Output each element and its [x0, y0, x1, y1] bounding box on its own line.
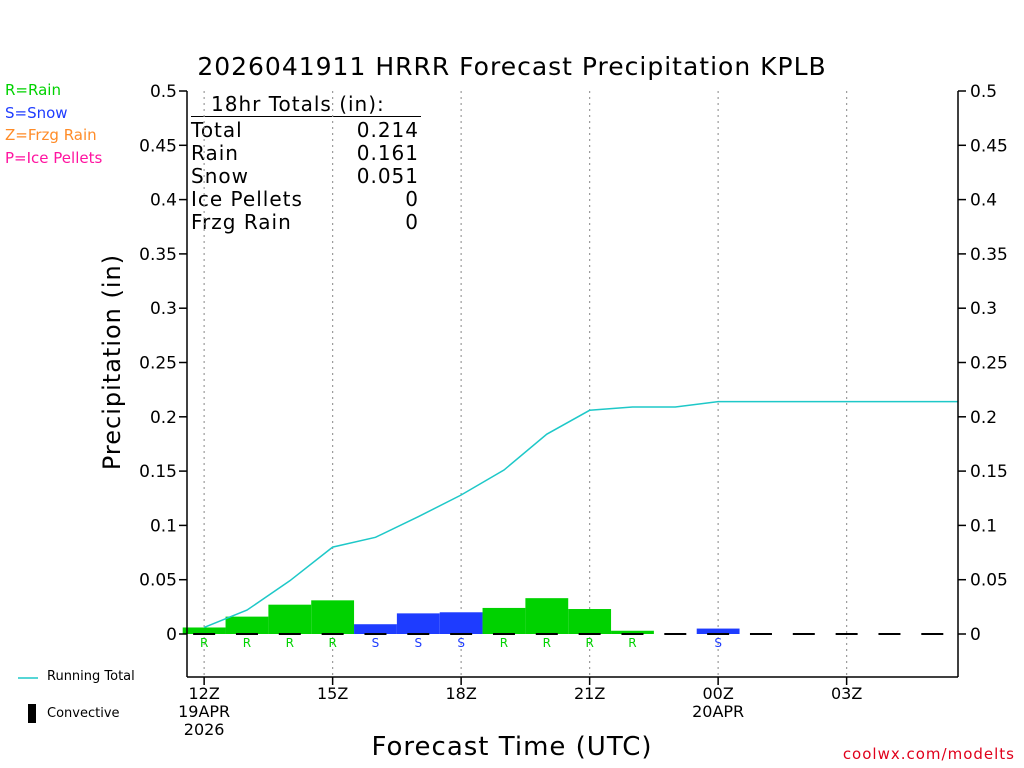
totals-row: Ice Pellets 0	[191, 188, 419, 211]
x-tick-label: 18Z	[445, 684, 476, 703]
y-tick-label-left: 0.1	[150, 516, 177, 536]
precip-type-label: S	[372, 636, 380, 650]
y-tick-label-left: 0.4	[150, 191, 177, 211]
precip-bar	[268, 604, 312, 634]
totals-row: Rain 0.161	[191, 142, 419, 165]
precip-type-label: S	[714, 636, 722, 650]
precip-bar	[182, 627, 226, 634]
y-tick-label-left: 0.05	[139, 571, 177, 591]
precip-type-label: R	[628, 636, 636, 650]
y-tick-label-left: 0	[166, 625, 177, 645]
y-tick-label-right: 0.45	[970, 136, 1008, 156]
precip-bar	[354, 624, 397, 634]
y-tick-label-right: 0.3	[970, 299, 997, 319]
precip-bars	[182, 598, 740, 634]
legend-ice-pellets: P=Ice Pellets	[5, 149, 103, 167]
running-total-line	[203, 400, 958, 629]
precip-bar	[225, 616, 269, 634]
x-axis-label: Forecast Time (UTC)	[371, 732, 653, 762]
precip-bar	[396, 613, 440, 634]
x-tick-label: 15Z	[317, 684, 348, 703]
precip-type-label: R	[585, 636, 593, 650]
y-tick-label-left: 0.25	[139, 354, 177, 374]
precip-bar	[525, 598, 569, 634]
precip-type-label: R	[200, 636, 208, 650]
x-tick-label: 00Z	[702, 684, 733, 703]
legend-frzg-rain: Z=Frzg Rain	[5, 126, 97, 144]
y-tick-label-right: 0.25	[970, 354, 1008, 374]
totals-box: 18hr Totals (in): Total 0.214 Rain 0.161…	[191, 93, 421, 234]
precip-bar	[439, 612, 483, 634]
convective-swatch	[28, 704, 36, 723]
totals-row: Frzg Rain 0	[191, 211, 419, 234]
y-tick-label-left: 0.5	[150, 82, 177, 102]
totals-header: 18hr Totals (in):	[211, 92, 385, 116]
y-tick-label-right: 0.2	[970, 408, 997, 428]
precip-type-label: S	[414, 636, 422, 650]
y-tick-label-right: 0.4	[970, 191, 997, 211]
y-tick-label-left: 0.15	[139, 462, 177, 482]
credit-text: coolwx.com/modelts	[842, 745, 1015, 763]
y-axis-label: Precipitation (in)	[98, 253, 126, 471]
y-tick-label-left: 0.45	[139, 136, 177, 156]
totals-value-frzg-rain: 0	[405, 210, 419, 234]
precip-bar	[311, 600, 355, 634]
precip-bar	[568, 609, 612, 634]
totals-value-ice-pellets: 0	[405, 187, 419, 211]
totals-value-snow: 0.051	[356, 164, 419, 188]
precip-bar	[611, 630, 654, 634]
y-tick-label-left: 0.35	[139, 245, 177, 265]
totals-label-rain: Rain	[191, 141, 239, 165]
legend-symbols	[18, 677, 38, 723]
precip-type-label: R	[243, 636, 251, 650]
y-tick-label-right: 0.1	[970, 516, 997, 536]
running-total-series	[203, 400, 958, 629]
precip-bar	[482, 607, 526, 634]
x-tick-label: 21Z	[574, 684, 605, 703]
legend-running-total: Running Total	[47, 669, 135, 684]
chart-title: 2026041911 HRRR Forecast Precipitation K…	[197, 52, 827, 81]
totals-label-frzg-rain: Frzg Rain	[191, 210, 292, 234]
totals-label-ice-pellets: Ice Pellets	[191, 187, 303, 211]
x-tick-label: 03Z	[831, 684, 862, 703]
y-tick-label-left: 0.3	[150, 299, 177, 319]
totals-row: Total 0.214	[191, 119, 419, 142]
totals-label-snow: Snow	[191, 164, 249, 188]
totals-label-total: Total	[191, 118, 243, 142]
precip-type-label: R	[328, 636, 336, 650]
precip-type-label: S	[457, 636, 465, 650]
y-tick-label-left: 0.2	[150, 408, 177, 428]
x-tick-label: 19APR	[178, 702, 230, 721]
legend-convective: Convective	[47, 706, 120, 721]
totals-value-total: 0.214	[356, 118, 419, 142]
legend-rain: R=Rain	[5, 81, 61, 99]
legend-snow: S=Snow	[5, 104, 68, 122]
totals-row: Snow 0.051	[191, 165, 419, 188]
totals-value-rain: 0.161	[356, 141, 419, 165]
y-tick-label-right: 0.5	[970, 82, 997, 102]
totals-divider	[191, 116, 421, 117]
precip-type-label: R	[286, 636, 294, 650]
precip-type-label: R	[500, 636, 508, 650]
y-tick-label-right: 0.05	[970, 571, 1008, 591]
y-tick-label-right: 0	[970, 625, 981, 645]
x-tick-label: 20APR	[692, 702, 744, 721]
precip-type-label: R	[543, 636, 551, 650]
precip-bar	[696, 628, 740, 634]
x-tick-label: 12Z	[188, 684, 219, 703]
y-tick-label-right: 0.15	[970, 462, 1008, 482]
y-tick-label-right: 0.35	[970, 245, 1008, 265]
